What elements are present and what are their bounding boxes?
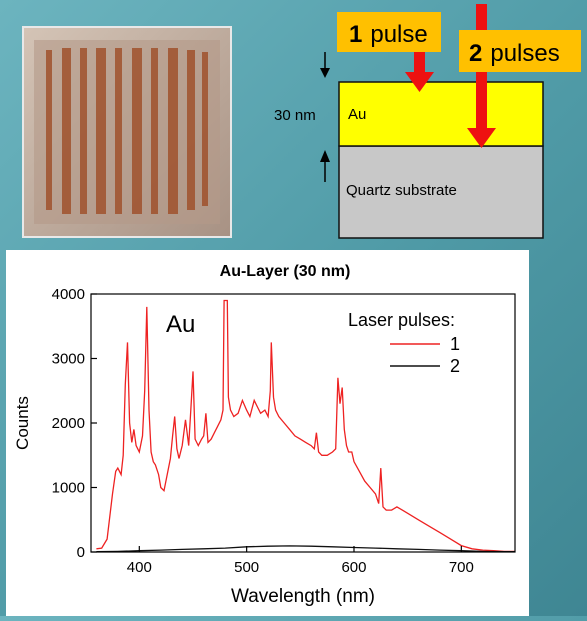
y-tick-label: 3000 bbox=[52, 351, 85, 368]
x-axis-label: Wavelength (nm) bbox=[231, 586, 375, 607]
legend-label-1: 1 bbox=[450, 334, 460, 354]
quartz-substrate bbox=[338, 145, 544, 239]
legend-label-2: 2 bbox=[450, 356, 460, 376]
pulse1-label-box bbox=[337, 12, 441, 52]
plot-frame bbox=[90, 293, 516, 553]
x-tick-label: 700 bbox=[449, 559, 474, 576]
pulse2-label: 2 pulses bbox=[469, 40, 560, 67]
chart-title: Au-Layer (30 nm) bbox=[220, 263, 351, 280]
y-axis-label: Counts bbox=[13, 396, 32, 450]
chart-panel: Au-Layer (30 nm) 400 500 600 700 0 1000 2000 3… bbox=[6, 250, 529, 616]
au-layer-label: Au bbox=[348, 106, 366, 123]
y-tick-label: 2000 bbox=[52, 415, 85, 432]
y-tick-label: 1000 bbox=[52, 480, 85, 497]
series-1-line bbox=[96, 299, 515, 552]
pulse1-label: 1 pulse bbox=[349, 21, 428, 48]
x-tick-label: 600 bbox=[341, 559, 366, 576]
pulse2-label-box bbox=[459, 30, 581, 72]
y-tick-label: 4000 bbox=[52, 286, 85, 303]
laser-arrow-1 bbox=[405, 50, 434, 92]
x-tick-label: 500 bbox=[234, 559, 259, 576]
thickness-arrow-top bbox=[320, 52, 330, 78]
spectrum-chart: Au-Layer (30 nm) 400 500 600 700 0 1000 2000 3… bbox=[13, 263, 516, 607]
y-tick-label: 0 bbox=[77, 544, 85, 561]
layer-diagram: Au Quartz substrate 30 nm 1 pulse 2 pulses bbox=[255, 0, 587, 250]
au-layer bbox=[338, 81, 544, 147]
series-2-line bbox=[96, 545, 515, 552]
x-tick-label: 400 bbox=[127, 559, 152, 576]
au-annotation: Au bbox=[166, 311, 195, 338]
substrate-label: Quartz substrate bbox=[346, 182, 457, 199]
legend-title: Laser pulses: bbox=[348, 310, 455, 330]
thickness-arrow-bottom bbox=[320, 150, 330, 182]
sample-photo bbox=[22, 26, 232, 238]
legend: Laser pulses: 1 2 bbox=[348, 310, 460, 376]
thickness-label: 30 nm bbox=[274, 107, 316, 124]
